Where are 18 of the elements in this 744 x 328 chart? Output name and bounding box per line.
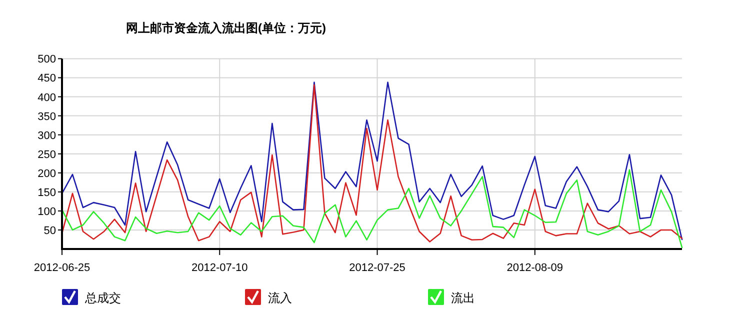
y-tick-label: 100 xyxy=(38,206,56,218)
y-tick-label: 350 xyxy=(38,110,56,123)
y-tick-label: 400 xyxy=(38,92,56,104)
x-tick-label: 2012-07-25 xyxy=(349,262,406,274)
legend-label: 流出 xyxy=(451,291,475,305)
y-tick-label: 150 xyxy=(38,186,56,199)
legend-label: 流入 xyxy=(268,291,292,305)
x-tick-label: 2012-07-10 xyxy=(191,262,248,274)
y-tick-label: 200 xyxy=(38,168,56,180)
chart-title: 网上邮市资金流入流出图(单位：万元) xyxy=(126,21,326,35)
y-tick-label: 50 xyxy=(44,224,56,237)
x-tick-label: 2012-08-09 xyxy=(506,262,564,274)
x-tick-label: 2012-06-25 xyxy=(34,262,90,274)
y-tick-label: 300 xyxy=(38,130,56,142)
y-tick-label: 450 xyxy=(38,72,56,85)
y-tick-label: 250 xyxy=(38,148,56,161)
y-tick-label: 500 xyxy=(38,54,56,66)
legend-label: 总成交 xyxy=(84,291,121,305)
